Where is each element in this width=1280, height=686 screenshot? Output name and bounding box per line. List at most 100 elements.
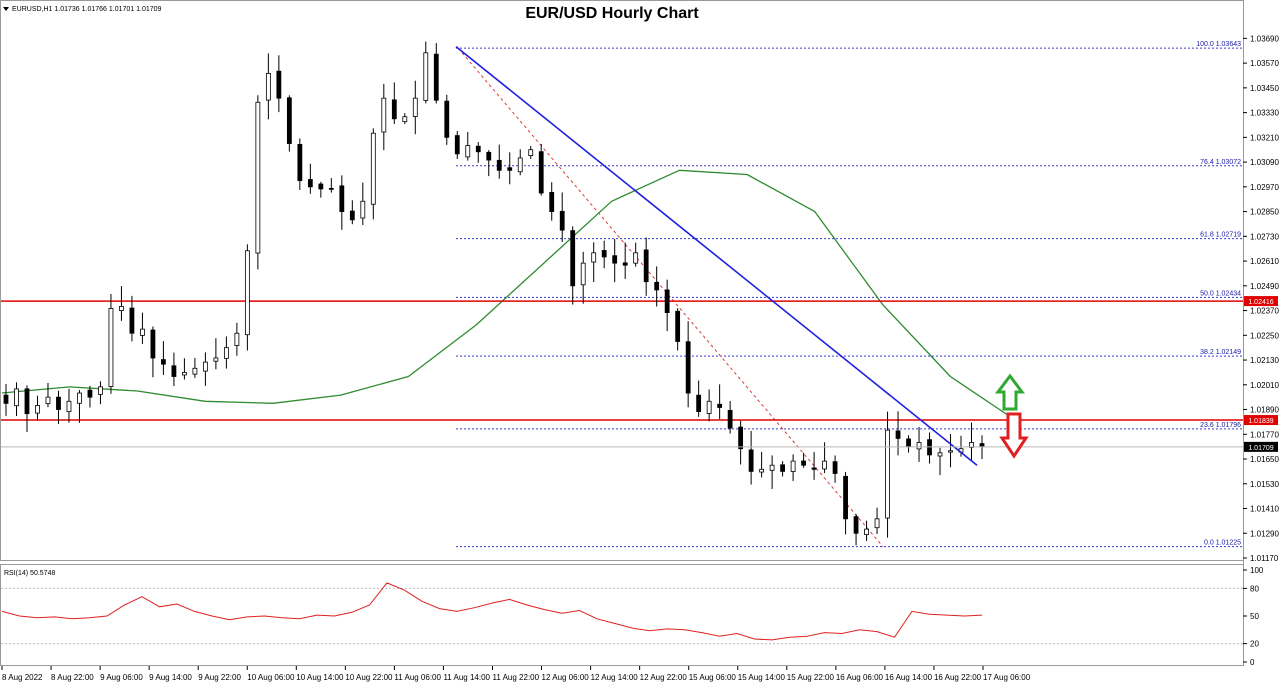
rsi-indicator: 100 80 50 20 0 xyxy=(1,566,1264,667)
resistance-badge-bg xyxy=(1244,415,1278,426)
candle-body xyxy=(56,396,61,410)
candle-body xyxy=(202,361,208,372)
candle-body xyxy=(706,400,712,414)
fib-level-label: 100.0 1.03643 xyxy=(1196,41,1241,48)
time-tick-label: 11 Aug 22:00 xyxy=(493,673,540,682)
candle-body xyxy=(171,365,177,377)
candle-body xyxy=(161,359,166,365)
main-panel-frame xyxy=(0,0,1244,561)
candle-body xyxy=(433,53,439,101)
current-price-badge: 1.01709 xyxy=(1248,445,1273,452)
candle-body xyxy=(748,449,754,472)
candle-body xyxy=(402,116,408,123)
candle-body xyxy=(14,388,19,407)
candle-body xyxy=(77,392,82,404)
candle-body xyxy=(98,386,103,395)
rsi-panel-frame xyxy=(0,564,1244,666)
time-tick-label: 10 Aug 14:00 xyxy=(296,673,344,682)
candle-body xyxy=(843,475,848,520)
candle-body xyxy=(559,210,565,231)
price-badges: 1.02416 1.01839 1.01709 xyxy=(1244,296,1278,452)
time-tick-label: 10 Aug 06:00 xyxy=(247,673,295,682)
time-tick-label: 16 Aug 22:00 xyxy=(934,673,982,682)
candle-body xyxy=(580,262,586,286)
candle-body xyxy=(119,306,124,311)
price-tick-label: 1.02250 xyxy=(1250,331,1279,340)
candle-body xyxy=(633,252,639,264)
rsi-line xyxy=(1,582,983,641)
candle-body xyxy=(66,400,72,413)
price-tick-label: 1.02610 xyxy=(1250,257,1279,266)
candle-body xyxy=(916,442,922,450)
candle-body xyxy=(664,289,670,314)
time-tick-label: 15 Aug 14:00 xyxy=(738,673,786,682)
candle-body xyxy=(937,452,943,457)
candle-body xyxy=(570,230,576,287)
price-tick-label: 1.02970 xyxy=(1250,183,1279,192)
symbol-info: EURUSD,H1 1.01736 1.01766 1.01701 1.0170… xyxy=(12,6,162,13)
candle-body xyxy=(496,159,502,171)
resistance-lines xyxy=(1,300,1243,421)
candle-body xyxy=(182,372,187,376)
price-tick-label: 1.02850 xyxy=(1250,208,1279,217)
candle-body xyxy=(213,357,219,362)
fib-level-label: 76.4 1.03072 xyxy=(1200,159,1241,166)
price-tick-label: 1.03450 xyxy=(1250,84,1279,93)
candle-body xyxy=(129,307,135,334)
time-tick-label: 15 Aug 22:00 xyxy=(787,673,835,682)
price-tick-label: 1.03090 xyxy=(1250,158,1279,167)
trend-line xyxy=(455,45,978,466)
price-tick-label: 1.01410 xyxy=(1250,505,1279,514)
candle-body xyxy=(612,255,618,264)
candle-body xyxy=(549,192,555,212)
price-tick-label: 1.02370 xyxy=(1250,307,1279,316)
candle-body xyxy=(738,426,744,450)
rsi-tick-label: 50 xyxy=(1250,612,1259,621)
candle-body xyxy=(885,429,890,519)
moving-average xyxy=(1,169,1019,423)
chart-menu-icon[interactable] xyxy=(3,7,9,11)
candle-body xyxy=(255,101,261,254)
candle-body xyxy=(780,464,786,472)
candle-body xyxy=(465,145,471,158)
candle-body xyxy=(244,250,250,336)
candle-body xyxy=(349,210,355,221)
rsi-tick-label: 20 xyxy=(1250,640,1259,649)
fib-diagonal-line xyxy=(457,47,884,547)
up-arrow-icon xyxy=(995,373,1025,411)
candle-body xyxy=(391,99,397,120)
candle-body xyxy=(87,389,93,398)
time-tick-label: 16 Aug 06:00 xyxy=(836,673,884,682)
rsi-tick-label: 100 xyxy=(1250,566,1264,575)
time-tick-label: 8 Aug 2022 xyxy=(2,673,43,682)
candle-body xyxy=(853,516,859,534)
candle-body xyxy=(108,308,114,387)
time-tick-label: 8 Aug 22:00 xyxy=(51,673,94,682)
candle-body xyxy=(769,464,775,471)
price-tick-label: 1.03330 xyxy=(1250,109,1279,118)
candle-body xyxy=(675,310,681,342)
price-axis: 1.03690 1.03570 1.03450 1.03330 1.03210 1.030… xyxy=(1243,34,1279,563)
resistance-badge: 1.02416 xyxy=(1248,299,1273,306)
candle-body xyxy=(643,249,649,283)
trend-line-layer xyxy=(455,45,978,466)
candle-body xyxy=(832,461,838,474)
candle-body xyxy=(801,460,806,466)
price-tick-label: 1.02130 xyxy=(1250,356,1279,365)
candle-body xyxy=(223,347,229,359)
price-tick-label: 1.01530 xyxy=(1250,480,1279,489)
candle-body xyxy=(685,341,691,394)
time-tick-label: 10 Aug 22:00 xyxy=(345,673,393,682)
candle-body xyxy=(234,332,240,346)
candle-body xyxy=(35,405,40,414)
candle-body xyxy=(811,467,817,470)
time-tick-label: 11 Aug 14:00 xyxy=(443,673,490,682)
candle-body xyxy=(318,183,324,190)
candle-body xyxy=(297,144,303,182)
candle-body xyxy=(328,187,334,190)
price-tick-label: 1.01890 xyxy=(1250,406,1279,415)
price-tick-label: 1.03570 xyxy=(1250,59,1279,68)
fib-level-label: 38.2 1.02149 xyxy=(1200,349,1241,356)
candle-body xyxy=(423,52,429,101)
price-tick-label: 1.02490 xyxy=(1250,282,1279,291)
